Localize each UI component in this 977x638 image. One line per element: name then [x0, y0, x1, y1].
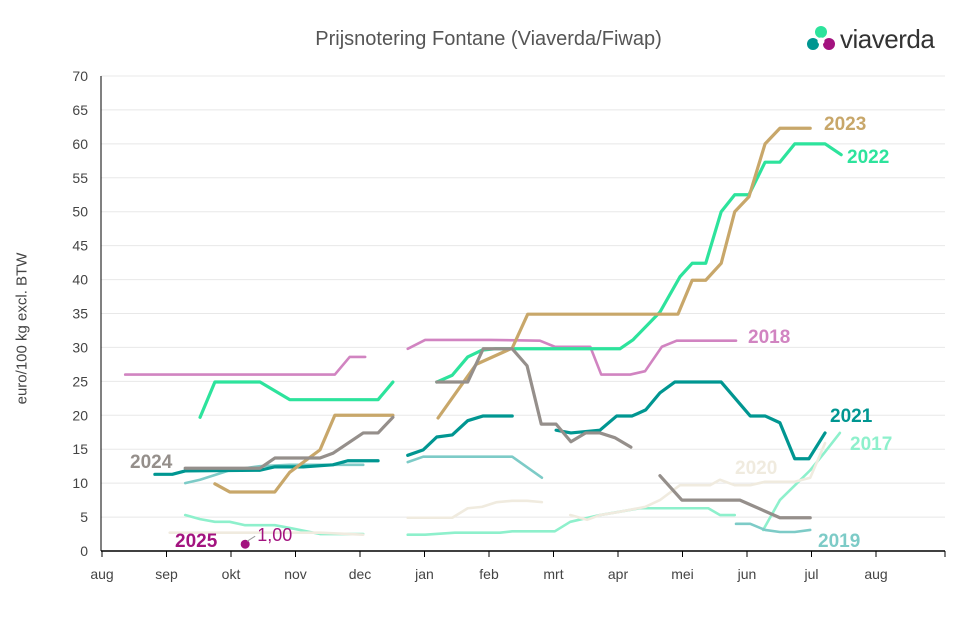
x-tick-label: apr [608, 566, 629, 582]
series-2020: 2020 [168, 441, 827, 537]
series-line-2020 [568, 441, 827, 522]
series-label-2021: 2021 [830, 406, 873, 427]
viaverda-logo: viaverda [806, 24, 935, 55]
y-tick-label: 20 [72, 407, 88, 423]
series-label-2017: 2017 [850, 434, 892, 455]
x-tick-label: jan [414, 566, 434, 582]
series-line-2018 [123, 355, 367, 376]
series-line-2017 [761, 431, 842, 532]
series-label-2025: 2025 [175, 531, 218, 552]
series-line-2024 [183, 415, 395, 470]
x-tick-label: feb [479, 566, 499, 582]
logo-text: viaverda [840, 24, 935, 54]
series-line-2017 [406, 506, 737, 537]
x-tick-label: dec [349, 566, 372, 582]
series-2017: 2017 [183, 431, 892, 537]
y-tick-label: 25 [72, 373, 88, 389]
x-tick-label: jul [803, 566, 818, 582]
y-tick-label: 65 [72, 102, 88, 118]
y-tick-label: 30 [72, 339, 88, 355]
x-tick-label: mrt [543, 566, 563, 582]
viaverda-logo-icon [807, 25, 835, 50]
x-tick-label: nov [284, 566, 307, 582]
series-label-2020: 2020 [735, 458, 777, 479]
y-tick-label: 50 [72, 204, 88, 220]
series-2023: 2023 [213, 114, 866, 494]
series-line-2018 [406, 338, 738, 376]
y-tick-label: 0 [80, 543, 88, 559]
y-tick-label: 5 [80, 509, 88, 525]
y-tick-label: 45 [72, 238, 88, 254]
y-tick-label: 10 [72, 475, 88, 491]
series-label-2022: 2022 [847, 147, 889, 168]
series-label-2024: 2024 [130, 452, 173, 473]
series-2018: 2018 [123, 327, 790, 376]
y-tick-label: 60 [72, 136, 88, 152]
series-line-2019 [406, 455, 544, 480]
x-tick-label: aug [90, 566, 113, 582]
series-line-2020 [406, 499, 544, 520]
y-tick-label: 35 [72, 306, 88, 322]
series-line-2022 [198, 380, 395, 419]
data-label: 1,00 [257, 525, 292, 545]
series-line-2021 [406, 414, 514, 457]
x-tick-label: aug [864, 566, 887, 582]
y-tick-label: 40 [72, 272, 88, 288]
x-tick-label: okt [222, 566, 241, 582]
series-line-2020 [168, 531, 365, 537]
series-2022: 2022 [198, 142, 889, 419]
series-line-2024 [658, 474, 812, 520]
series-line-2024 [435, 347, 633, 449]
series-line-2021 [554, 380, 827, 461]
chart-title: Prijsnotering Fontane (Viaverda/Fiwap) [315, 28, 662, 50]
series-label-2018: 2018 [748, 327, 790, 348]
series-line-2019 [734, 522, 812, 534]
y-tick-label: 15 [72, 441, 88, 457]
y-tick-label: 55 [72, 170, 88, 186]
y-tick-label: 70 [72, 68, 88, 84]
series-2025: 1,00 2025 [175, 525, 292, 552]
series-line-2023 [213, 413, 395, 494]
x-tick-label: mei [671, 566, 694, 582]
x-tick-label: sep [155, 566, 178, 582]
series-label-2019: 2019 [818, 531, 860, 552]
data-label-leader [246, 535, 256, 542]
x-tick-label: jun [737, 566, 757, 582]
series-label-2023: 2023 [824, 114, 866, 135]
series-2024: 2024 [130, 347, 812, 520]
data-point-2025 [240, 539, 250, 549]
series-line-2021 [153, 459, 380, 476]
series-2021: 2021 [153, 380, 873, 476]
